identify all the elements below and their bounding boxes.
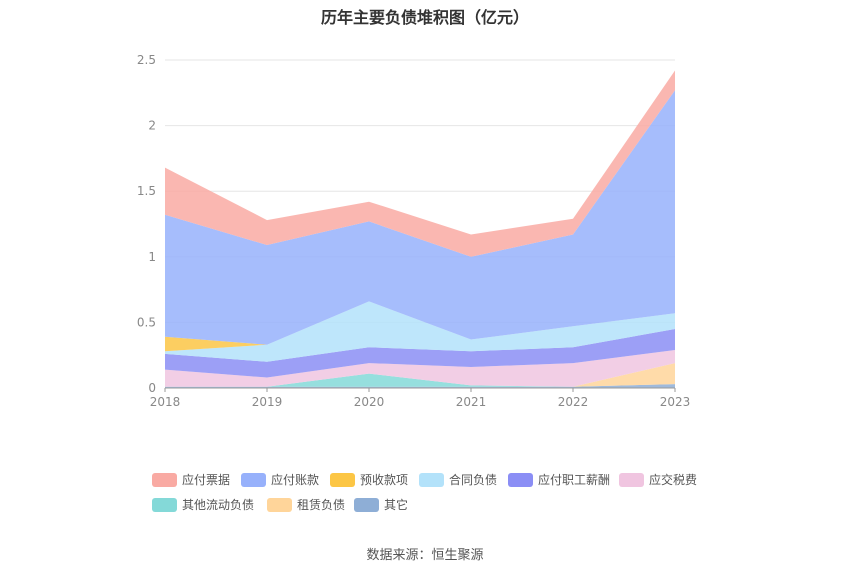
stacked-area-chart: 0 0.5 1 1.5 2 2.5 2018 2019 2020 2021 2022 2023: [137, 53, 691, 409]
legend-item[interactable]: 应付账款: [241, 471, 319, 488]
legend-label: 其他流动负债: [182, 498, 255, 512]
area-series: [165, 90, 675, 345]
area-series: [165, 70, 675, 257]
y-tick-label: 2: [148, 119, 156, 133]
area-series: [165, 301, 675, 352]
legend-label: 应交税费: [649, 473, 698, 487]
legend-item[interactable]: 应付职工薪酬: [508, 471, 610, 488]
x-tick-label: 2020: [354, 395, 385, 409]
x-tick-label: 2018: [150, 395, 181, 409]
legend-item[interactable]: 应交税费: [619, 471, 697, 488]
legend-swatch: [419, 472, 444, 487]
area-series: [165, 350, 675, 387]
legend-swatch: [354, 497, 379, 512]
area-series: [165, 329, 675, 378]
y-tick-label: 1: [148, 250, 156, 264]
legend-item[interactable]: 预收款项: [330, 471, 408, 488]
legend-label: 应付职工薪酬: [538, 473, 611, 487]
legend-swatch: [152, 497, 177, 512]
legend-item[interactable]: 其他流动负债: [152, 496, 254, 513]
data-source-note: 数据来源：恒生聚源: [366, 548, 484, 563]
legend-item[interactable]: 租赁负债: [267, 496, 345, 513]
x-tick-label: 2021: [456, 395, 487, 409]
legend-swatch: [619, 472, 644, 487]
x-tick-label: 2023: [660, 395, 691, 409]
legend-label: 应付票据: [182, 473, 231, 487]
chart-title: 历年主要负债堆积图（亿元）: [320, 8, 529, 27]
legend-label: 租赁负债: [297, 498, 346, 512]
area-series: [165, 301, 675, 362]
y-tick-label: 1.5: [137, 184, 156, 198]
area-series: [165, 384, 675, 388]
legend-label: 预收款项: [360, 473, 409, 487]
legend-label: 合同负债: [449, 473, 498, 487]
legend-item[interactable]: 其它: [354, 496, 408, 513]
legend-label: 其它: [384, 498, 409, 512]
legend-swatch: [241, 472, 266, 487]
area-series: [165, 363, 675, 387]
legend-swatch: [152, 472, 177, 487]
legend-label: 应付账款: [271, 473, 320, 487]
legend-item[interactable]: 应付票据: [152, 471, 230, 488]
legend-swatch: [508, 472, 533, 487]
y-tick-label: 0: [148, 381, 156, 395]
area-series: [165, 363, 675, 387]
x-tick-label: 2022: [558, 395, 589, 409]
legend-item[interactable]: 合同负债: [419, 471, 497, 488]
y-tick-label: 2.5: [137, 53, 156, 67]
legend-swatch: [267, 497, 292, 512]
y-tick-label: 0.5: [137, 315, 156, 329]
legend-swatch: [330, 472, 355, 487]
x-tick-label: 2019: [252, 395, 283, 409]
